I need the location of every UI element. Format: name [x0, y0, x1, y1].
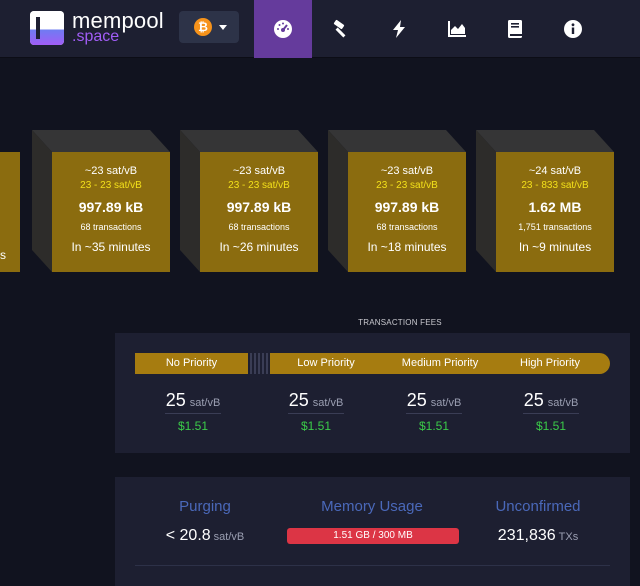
purging-stat: Purging < 20.8 sat/vB	[120, 498, 290, 545]
purging-unit: sat/vB	[213, 531, 245, 543]
block-fee-range: 23 - 23 sat/vB	[80, 180, 142, 191]
fee-divider	[165, 413, 221, 414]
block-tx-count: 68 transactions	[376, 222, 438, 232]
book-icon	[508, 20, 522, 38]
unconfirmed-label: Unconfirmed	[495, 498, 581, 515]
unconfirmed-value: 231,836	[497, 527, 556, 544]
caret-down-icon	[219, 25, 227, 30]
fee-item-low-priority: 25 sat/vB $1.51	[266, 390, 366, 433]
fees-section-title: TRANSACTION FEES	[358, 318, 442, 327]
mempool-block-partial[interactable]: s	[0, 152, 20, 272]
brand-name[interactable]: mempool	[72, 8, 164, 33]
priority-label: Medium Priority	[401, 357, 479, 369]
nav-docs[interactable]	[486, 0, 544, 58]
priority-bar-no-priority: No Priority	[135, 353, 248, 374]
priority-bar-separator	[250, 353, 268, 374]
fee-unit: sat/vB	[312, 397, 344, 409]
mempool-block[interactable]: ~23 sat/vB 23 - 23 sat/vB 997.89 kB 68 t…	[328, 130, 466, 272]
unconfirmed-unit: TXs	[558, 531, 579, 543]
priority-label: High Priority	[520, 357, 580, 369]
block-tx-count: 1,751 transactions	[518, 222, 592, 232]
gauge-icon	[274, 20, 292, 38]
mempool-logo-icon[interactable]	[30, 11, 64, 45]
unconfirmed-stat: Unconfirmed 231,836 TXs	[453, 498, 623, 545]
brand-tld[interactable]: .space	[72, 28, 120, 45]
network-selector-button[interactable]: ₿	[179, 11, 239, 43]
memory-usage-stat: Memory Usage 1.51 GB / 300 MB	[287, 498, 459, 544]
purging-value: < 20.8	[165, 527, 211, 544]
block-eta: In ~18 minutes	[367, 240, 447, 254]
info-icon	[564, 20, 582, 38]
block-size: 997.89 kB	[374, 199, 440, 215]
block-fee-range: 23 - 23 sat/vB	[228, 180, 290, 191]
block-size: 1.62 MB	[528, 199, 582, 215]
block-fee-range: 23 - 833 sat/vB	[521, 180, 589, 191]
purging-label: Purging	[179, 498, 231, 515]
hammer-icon	[333, 19, 346, 38]
mempool-block[interactable]: ~23 sat/vB 23 - 23 sat/vB 997.89 kB 68 t…	[180, 130, 318, 272]
lightning-icon	[393, 20, 405, 38]
fee-usd: $1.51	[535, 419, 567, 433]
fee-usd: $1.51	[177, 419, 209, 433]
block-eta: In ~35 minutes	[71, 240, 151, 254]
priority-bar: Low Priority Medium Priority High Priori…	[270, 353, 610, 374]
priority-label: Low Priority	[297, 357, 355, 369]
fee-unit: sat/vB	[430, 397, 462, 409]
fee-value: 25	[406, 390, 427, 410]
area-chart-icon	[448, 21, 466, 37]
bitcoin-icon: ₿	[194, 18, 212, 36]
nav-lightning[interactable]	[370, 0, 428, 58]
block-median-fee: ~24 sat/vB	[528, 165, 582, 177]
fee-divider	[523, 413, 579, 414]
block-eta: In ~9 minutes	[518, 240, 592, 254]
mempool-block[interactable]: ~23 sat/vB 23 - 23 sat/vB 997.89 kB 68 t…	[32, 130, 170, 272]
block-size: 997.89 kB	[78, 199, 144, 215]
priority-label: No Priority	[165, 357, 218, 369]
block-fee-range: 23 - 23 sat/vB	[376, 180, 438, 191]
fee-divider	[406, 413, 462, 414]
fee-item-medium-priority: 25 sat/vB $1.51	[384, 390, 484, 433]
block-median-fee: ~23 sat/vB	[232, 165, 286, 177]
fee-divider	[288, 413, 344, 414]
fee-value: 25	[523, 390, 544, 410]
block-size: 997.89 kB	[226, 199, 292, 215]
block-tx-count: 68 transactions	[80, 222, 142, 232]
fee-item-high-priority: 25 sat/vB $1.51	[501, 390, 601, 433]
fee-usd: $1.51	[300, 419, 332, 433]
nav-graphs[interactable]	[428, 0, 486, 58]
fee-value: 25	[288, 390, 309, 410]
block-tx-count: 68 transactions	[228, 222, 290, 232]
block-median-fee: ~23 sat/vB	[84, 165, 138, 177]
navbar: mempool .space ₿	[0, 0, 640, 58]
info-divider	[135, 565, 610, 566]
block-partial-text: s	[0, 248, 6, 262]
fee-unit: sat/vB	[189, 397, 221, 409]
fee-item-no-priority: 25 sat/vB $1.51	[143, 390, 243, 433]
fee-usd: $1.51	[418, 419, 450, 433]
block-median-fee: ~23 sat/vB	[380, 165, 434, 177]
block-eta: In ~26 minutes	[219, 240, 299, 254]
memory-usage-label: Memory Usage	[321, 498, 423, 515]
fee-value: 25	[165, 390, 186, 410]
nav-dashboard[interactable]	[254, 0, 312, 58]
nav-mining[interactable]	[312, 0, 370, 58]
memory-usage-bar: 1.51 GB / 300 MB	[287, 528, 459, 544]
mempool-block[interactable]: ~24 sat/vB 23 - 833 sat/vB 1.62 MB 1,751…	[476, 130, 614, 272]
nav-about[interactable]	[544, 0, 602, 58]
fee-unit: sat/vB	[547, 397, 579, 409]
